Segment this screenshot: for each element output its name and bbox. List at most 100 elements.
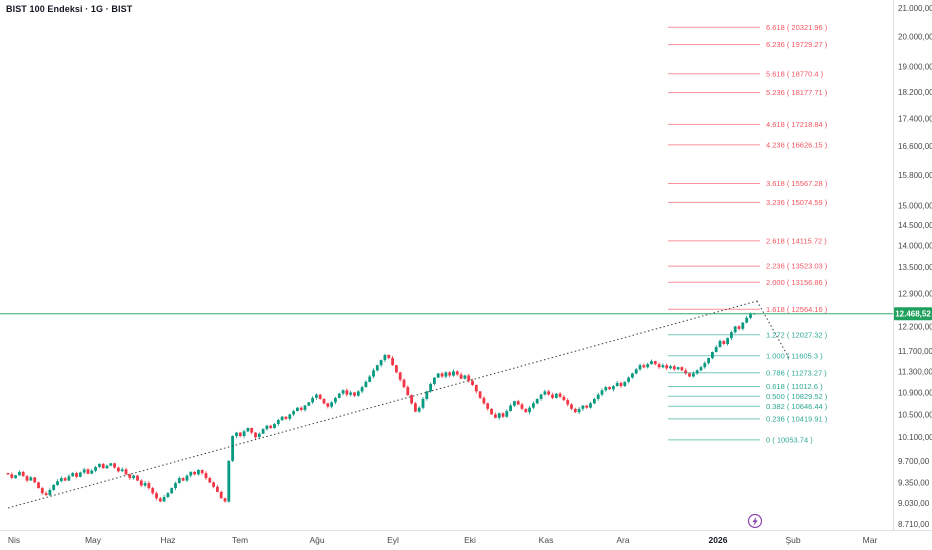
candle xyxy=(619,382,623,387)
candle xyxy=(44,493,48,496)
time-tick-label: Şub xyxy=(785,535,800,545)
price-tick-label: 15.000,00 xyxy=(898,201,932,210)
price-tick-label: 13.500,00 xyxy=(898,263,932,272)
time-tick-label: Nis xyxy=(8,535,20,545)
candle xyxy=(634,369,638,374)
candle xyxy=(341,390,345,394)
candle xyxy=(425,391,429,399)
candle xyxy=(692,373,695,377)
candle xyxy=(345,390,349,395)
candle xyxy=(383,355,387,361)
trendline[interactable] xyxy=(756,300,790,359)
fib-level-label: 5.618 ( 18770.4 ) xyxy=(766,69,824,78)
candle xyxy=(688,373,691,377)
candle xyxy=(311,397,314,403)
time-tick-label: Ara xyxy=(616,535,630,545)
price-tick-label: 12.200,00 xyxy=(898,322,932,331)
current-price-axis-badge xyxy=(894,307,932,321)
price-tick-label: 21.000,00 xyxy=(898,4,932,13)
candle xyxy=(307,402,311,406)
trendline[interactable] xyxy=(7,300,758,509)
candle xyxy=(486,403,490,409)
fib-level-label: 3.618 ( 15567.28 ) xyxy=(766,179,828,188)
candle xyxy=(722,341,726,344)
candle xyxy=(672,366,676,370)
candle xyxy=(71,473,75,477)
candle xyxy=(326,403,330,407)
price-tick-label: 17.400,00 xyxy=(898,114,932,123)
candle xyxy=(242,431,246,436)
candle xyxy=(535,399,539,404)
candle xyxy=(158,498,162,502)
candle xyxy=(318,394,322,399)
candle xyxy=(417,407,421,412)
candle xyxy=(246,428,250,432)
candle xyxy=(684,370,688,374)
candle xyxy=(623,381,627,386)
fib-level-label: 2.000 ( 13156.86 ) xyxy=(766,278,828,287)
symbol-title[interactable]: BIST 100 Endeksi · 1G · BIST xyxy=(6,4,133,14)
lightning-icon xyxy=(752,516,758,526)
candle xyxy=(170,488,174,494)
candle xyxy=(707,358,710,364)
candle xyxy=(657,364,661,368)
fib-level-label: 0 ( 10053.74 ) xyxy=(766,436,813,445)
candle xyxy=(101,463,105,469)
candle xyxy=(296,407,299,411)
time-tick-label: 2026 xyxy=(709,535,728,545)
candle xyxy=(391,358,394,366)
candle xyxy=(82,469,86,473)
candle xyxy=(474,385,478,392)
price-tick-label: 16.600,00 xyxy=(898,142,932,151)
time-tick-label: Eyl xyxy=(387,535,399,545)
candle xyxy=(273,424,276,428)
candle xyxy=(726,338,729,344)
fib-level-label: 1.000 ( 11605.3 ) xyxy=(766,351,823,360)
fib-level-label: 0.382 ( 10646.44 ) xyxy=(766,402,828,411)
candle xyxy=(147,483,151,489)
fib-level-label: 0.618 ( 11012.6 ) xyxy=(766,382,823,391)
candle xyxy=(177,478,181,484)
price-tick-label: 12.900,00 xyxy=(898,290,932,299)
fib-level-label: 2.618 ( 14115.72 ) xyxy=(766,237,827,246)
fib-level-label: 4.236 ( 16626.15 ) xyxy=(766,141,828,150)
fib-level-label: 5.236 ( 18177.71 ) xyxy=(766,88,828,97)
candle xyxy=(151,488,155,494)
candle xyxy=(299,407,303,410)
candle xyxy=(516,401,520,405)
candle xyxy=(67,476,71,481)
price-tick-label: 9.350,00 xyxy=(898,478,930,487)
candle xyxy=(86,469,90,474)
candle xyxy=(63,478,67,481)
candle xyxy=(711,352,714,359)
candle xyxy=(10,474,14,478)
candle xyxy=(269,425,273,428)
candle xyxy=(650,361,653,365)
candle xyxy=(570,404,573,409)
candle xyxy=(185,475,189,481)
time-tick-label: Tem xyxy=(232,535,248,545)
time-tick-label: Eki xyxy=(464,535,476,545)
candle xyxy=(6,473,10,475)
candle xyxy=(497,413,501,418)
candle xyxy=(322,399,326,404)
candle xyxy=(90,470,94,474)
price-tick-label: 14.000,00 xyxy=(898,242,932,251)
candle xyxy=(40,488,44,494)
candle xyxy=(573,408,577,413)
candle xyxy=(398,372,402,380)
fib-level-label: 0.236 ( 10419.91 ) xyxy=(766,415,828,424)
candle xyxy=(433,377,436,384)
price-tick-label: 10.500,00 xyxy=(898,410,932,419)
candle xyxy=(139,480,143,486)
candle xyxy=(117,467,120,472)
candle xyxy=(33,477,37,483)
candle xyxy=(539,394,543,399)
candle xyxy=(593,399,596,404)
time-tick-label: May xyxy=(85,535,102,545)
time-tick-label: Kas xyxy=(539,535,554,545)
candle xyxy=(612,386,615,390)
candle xyxy=(733,326,737,333)
candle xyxy=(414,403,417,412)
